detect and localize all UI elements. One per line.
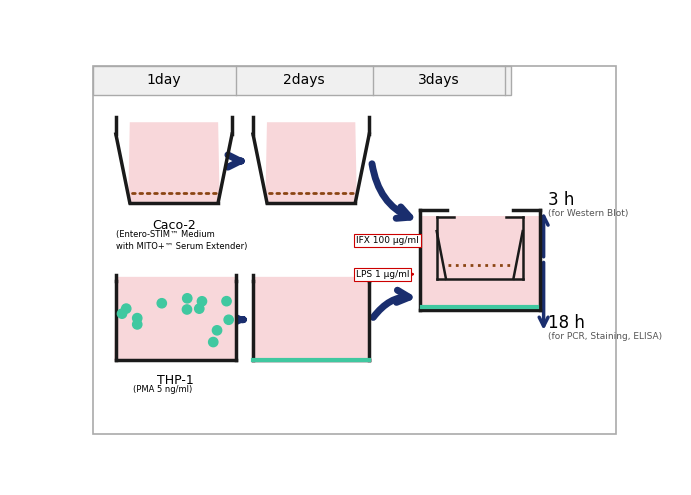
Bar: [93, 65, 511, 95]
Circle shape: [182, 305, 191, 314]
Polygon shape: [437, 221, 522, 279]
Polygon shape: [419, 216, 540, 310]
Text: 2days: 2days: [283, 73, 324, 87]
Text: (for Western Blot): (for Western Blot): [547, 209, 628, 218]
Circle shape: [133, 320, 142, 329]
Circle shape: [157, 298, 167, 308]
Text: Caco-2: Caco-2: [152, 219, 196, 232]
Circle shape: [133, 313, 142, 323]
Text: LPS 1 μg/ml: LPS 1 μg/ml: [356, 270, 410, 279]
Text: (PMA 5 ng/ml): (PMA 5 ng/ml): [133, 385, 192, 394]
Polygon shape: [265, 122, 357, 202]
Polygon shape: [114, 277, 238, 360]
Circle shape: [224, 315, 234, 324]
Circle shape: [209, 338, 218, 346]
Circle shape: [198, 297, 207, 306]
Text: 1day: 1day: [146, 73, 181, 87]
Text: 3days: 3days: [418, 73, 460, 87]
Circle shape: [122, 304, 131, 313]
Circle shape: [195, 304, 204, 313]
Text: THP-1: THP-1: [157, 374, 194, 387]
Circle shape: [222, 297, 231, 306]
Text: 18 h: 18 h: [547, 314, 585, 332]
Circle shape: [212, 326, 222, 335]
Polygon shape: [129, 122, 220, 202]
Polygon shape: [252, 277, 371, 360]
Text: (Entero-STIM™ Medium
with MITO+™ Serum Extender): (Entero-STIM™ Medium with MITO+™ Serum E…: [116, 230, 247, 251]
Text: (for PCR, Staining, ELISA): (for PCR, Staining, ELISA): [547, 332, 661, 341]
Circle shape: [182, 294, 192, 303]
Circle shape: [117, 309, 126, 318]
Text: IFX 100 μg/ml: IFX 100 μg/ml: [356, 236, 419, 245]
Text: 3 h: 3 h: [547, 191, 574, 209]
